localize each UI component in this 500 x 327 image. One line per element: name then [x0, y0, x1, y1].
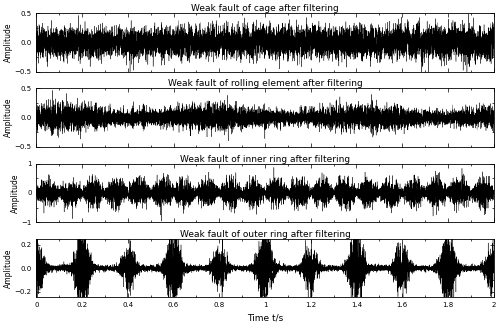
Title: Weak fault of outer ring after filtering: Weak fault of outer ring after filtering: [180, 230, 350, 239]
X-axis label: Time t/s: Time t/s: [247, 314, 283, 323]
Y-axis label: Amplitude: Amplitude: [4, 23, 13, 62]
Y-axis label: Amplitude: Amplitude: [4, 98, 13, 137]
Y-axis label: Amplitude: Amplitude: [11, 173, 20, 213]
Title: Weak fault of cage after filtering: Weak fault of cage after filtering: [191, 4, 339, 13]
Title: Weak fault of inner ring after filtering: Weak fault of inner ring after filtering: [180, 155, 350, 164]
Y-axis label: Amplitude: Amplitude: [4, 249, 13, 288]
Title: Weak fault of rolling element after filtering: Weak fault of rolling element after filt…: [168, 79, 362, 88]
